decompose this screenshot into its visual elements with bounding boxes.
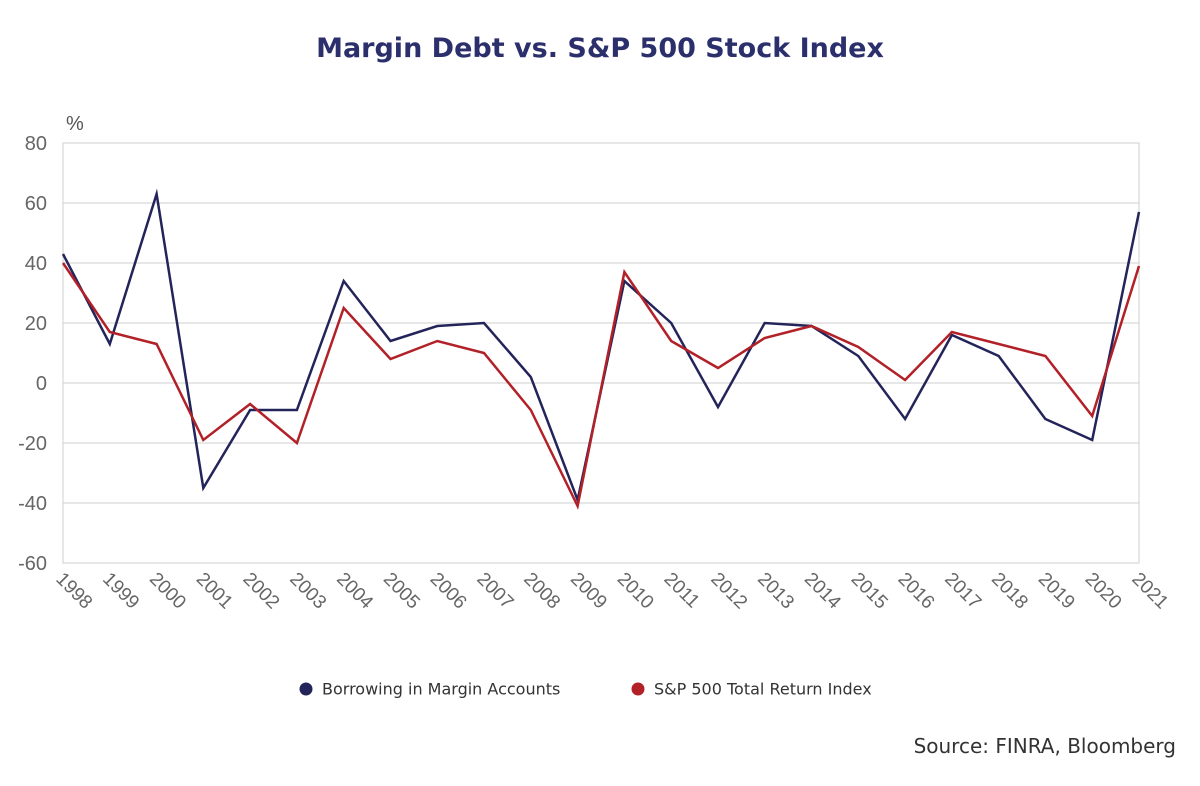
y-tick-label: 40: [25, 253, 47, 275]
legend-marker-sp500: [631, 682, 645, 696]
y-tick-label: 80: [25, 133, 47, 155]
y-tick-label: 60: [25, 193, 47, 215]
x-tick-label: 2000: [145, 569, 190, 614]
x-tick-label: 2015: [847, 569, 892, 614]
y-tick-label: -40: [18, 493, 47, 515]
x-tick-label: 2017: [940, 569, 985, 614]
y-axis-unit-label: %: [66, 113, 84, 135]
x-tick-label: 2012: [706, 569, 751, 614]
x-tick-label: 1999: [98, 569, 143, 614]
y-tick-label: 20: [25, 313, 47, 335]
x-tick-label: 1998: [51, 569, 96, 614]
y-axis-ticks: 80 60 40 20 0 -20 -40 -60: [18, 133, 47, 575]
x-tick-label: 2004: [332, 569, 377, 614]
series-line-1: [61, 262, 1141, 510]
x-tick-label: 2019: [1034, 569, 1079, 614]
x-tick-label: 2016: [894, 569, 939, 614]
x-tick-label: 2007: [473, 569, 518, 614]
x-tick-label: 2021: [1127, 569, 1172, 614]
x-tick-label: 2001: [192, 569, 237, 614]
legend: Borrowing in Margin Accounts S&P 500 Tot…: [299, 680, 872, 699]
x-tick-label: 2018: [987, 569, 1032, 614]
x-tick-label: 2006: [426, 569, 471, 614]
x-tick-label: 2020: [1081, 569, 1126, 614]
y-tick-label: 0: [36, 373, 47, 395]
y-tick-label: -20: [18, 433, 47, 455]
series-lines: [61, 188, 1141, 510]
chart-title: Margin Debt vs. S&P 500 Stock Index: [316, 33, 884, 64]
x-tick-label: 2010: [613, 569, 658, 614]
y-tick-label: -60: [18, 553, 47, 575]
x-axis-ticks: 1998 1999 2000 2001 2002 2003 2004 2005 2006 2007…: [51, 569, 1172, 614]
series-line-0: [61, 188, 1141, 505]
x-tick-label: 2009: [566, 569, 611, 614]
x-tick-label: 2013: [753, 569, 798, 614]
x-tick-label: 2008: [519, 569, 564, 614]
legend-label-sp500: S&P 500 Total Return Index: [654, 680, 872, 699]
x-tick-label: 2014: [800, 569, 845, 614]
legend-label-margin: Borrowing in Margin Accounts: [322, 680, 560, 699]
legend-marker-margin: [299, 682, 313, 696]
plot-frame: [62, 142, 1140, 564]
x-tick-label: 2002: [239, 569, 284, 614]
x-tick-label: 2005: [379, 569, 424, 614]
source-note: Source: FINRA, Bloomberg: [914, 734, 1176, 758]
x-tick-label: 2011: [660, 569, 704, 613]
grid: [63, 142, 1139, 564]
x-tick-label: 2003: [285, 569, 330, 614]
